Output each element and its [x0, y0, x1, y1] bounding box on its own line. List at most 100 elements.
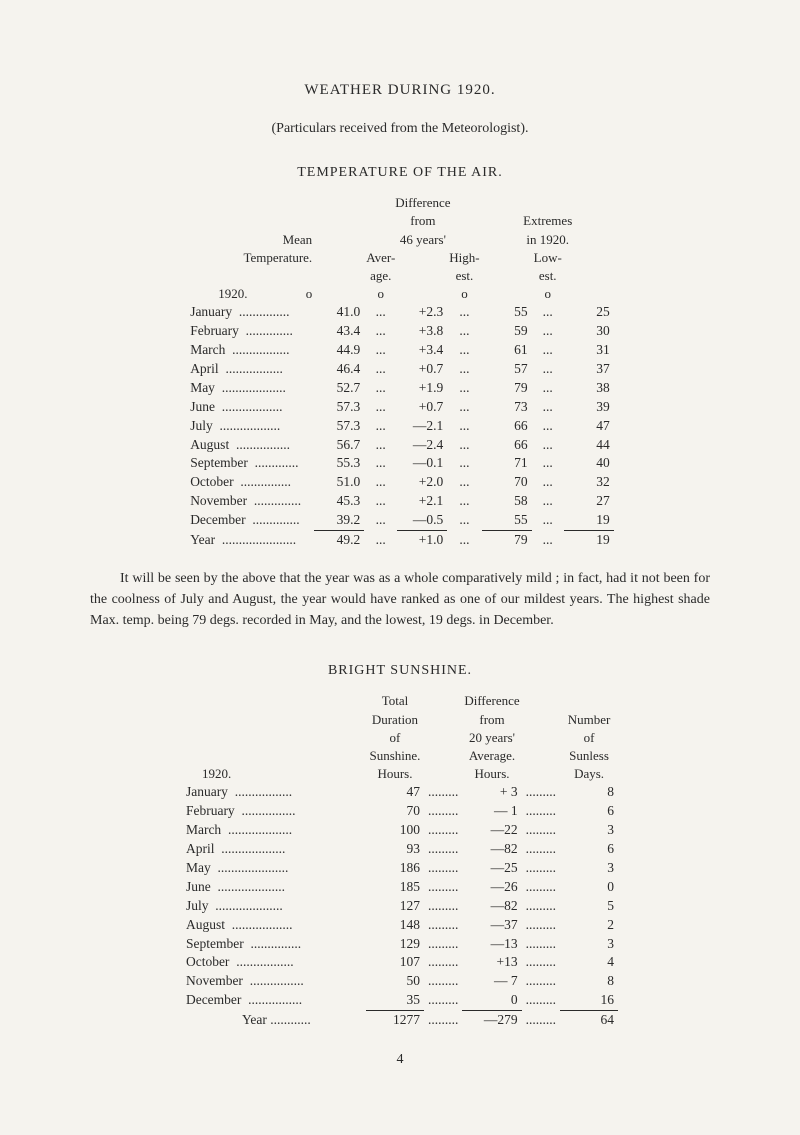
table-row: April ................. 46.4 ... +0.7 ..…	[186, 360, 614, 379]
table-row: November .............. 45.3 ... +2.1 ..…	[186, 492, 614, 511]
month-label: May	[190, 380, 215, 395]
days-val: 3	[560, 859, 618, 878]
days-val: 3	[560, 935, 618, 954]
low-val: 32	[564, 473, 614, 492]
month-label: January	[186, 784, 228, 799]
low-val: 40	[564, 454, 614, 473]
dur-val: 129	[366, 935, 424, 954]
month-label: September	[190, 455, 248, 470]
h2-from: from	[462, 711, 521, 729]
y2-diff: —279	[462, 1011, 521, 1030]
hdr-46years: 46 years'	[364, 231, 481, 249]
diff-val: —0.5	[397, 511, 447, 530]
days-val: 6	[560, 802, 618, 821]
month-label: August	[190, 437, 229, 452]
temperature-table: Difference from Extremes Mean 46 years' …	[186, 194, 614, 550]
hdr-extremes: Extremes	[482, 212, 614, 230]
h2-duration: Duration	[366, 711, 424, 729]
dur-val: 100	[366, 821, 424, 840]
days-val: 6	[560, 840, 618, 859]
h2-difference: Difference	[462, 692, 521, 710]
low-val: 27	[564, 492, 614, 511]
year-label: Year	[190, 532, 215, 547]
low-val: 47	[564, 417, 614, 436]
deg1: o	[306, 285, 313, 303]
mean-val: 52.7	[314, 379, 364, 398]
high-val: 55	[482, 303, 532, 322]
month-label: September	[186, 936, 244, 951]
high-val: 55	[482, 511, 532, 530]
y2-label: Year	[242, 1012, 267, 1027]
month-label: April	[186, 841, 215, 856]
mean-val: 45.3	[314, 492, 364, 511]
diff-val: —2.4	[397, 436, 447, 455]
diff-val: +2.0	[397, 473, 447, 492]
dur-val: 50	[366, 972, 424, 991]
month-label: March	[190, 342, 225, 357]
mean-val: 46.4	[314, 360, 364, 379]
h2-average: Average.	[462, 747, 521, 765]
deg4: o	[532, 285, 564, 303]
table-row: June .................... 185 ......... …	[182, 878, 618, 897]
hdr-temperature: Temperature.	[186, 249, 314, 267]
month-label: August	[186, 917, 225, 932]
year-diff: +1.0	[397, 531, 447, 550]
table-row: February .............. 43.4 ... +3.8 ..…	[186, 322, 614, 341]
diff-val: —2.1	[397, 417, 447, 436]
h2-number: Number	[560, 711, 618, 729]
dur-val: 186	[366, 859, 424, 878]
table-row: November ................ 50 ......... —…	[182, 972, 618, 991]
section1-header: TEMPERATURE OF THE AIR.	[60, 163, 740, 183]
mean-val: 57.3	[314, 398, 364, 417]
y2-days: 64	[560, 1011, 618, 1030]
diff-val: — 1	[462, 802, 521, 821]
subtitle: (Particulars received from the Meteorolo…	[60, 119, 740, 139]
high-val: 57	[482, 360, 532, 379]
table-row: July .................. 57.3 ... —2.1 ..…	[186, 417, 614, 436]
high-val: 61	[482, 341, 532, 360]
month-label: July	[190, 418, 213, 433]
h2-sunshine: Sunshine.	[366, 747, 424, 765]
month-label: November	[186, 973, 243, 988]
dur-val: 93	[366, 840, 424, 859]
diff-val: +2.1	[397, 492, 447, 511]
diff-val: +2.3	[397, 303, 447, 322]
high-val: 58	[482, 492, 532, 511]
sunshine-table: Total Difference Duration from Number of…	[182, 692, 618, 1030]
diff-val: —26	[462, 878, 521, 897]
month-label: February	[190, 323, 239, 338]
month-label: June	[186, 879, 211, 894]
diff-val: — 7	[462, 972, 521, 991]
table-row: August .................. 148 ......... …	[182, 916, 618, 935]
month-label: December	[186, 992, 241, 1007]
h2-hours: Hours.	[366, 765, 424, 783]
diff-val: + 3	[462, 783, 521, 802]
table-row: July .................... 127 ......... …	[182, 897, 618, 916]
diff-val: —0.1	[397, 454, 447, 473]
h2-days: Days.	[560, 765, 618, 783]
diff-val: +0.7	[397, 398, 447, 417]
low-val: 37	[564, 360, 614, 379]
section2-header: BRIGHT SUNSHINE.	[60, 661, 740, 681]
hdr-difference: Difference	[364, 194, 481, 212]
year-row-2: Year ............ 1277 ......... —279 ..…	[182, 1011, 618, 1030]
mean-val: 55.3	[314, 454, 364, 473]
high-val: 66	[482, 436, 532, 455]
mean-val: 57.3	[314, 417, 364, 436]
table-row: February ................ 70 ......... —…	[182, 802, 618, 821]
hdr-mean: Mean	[186, 231, 314, 249]
days-val: 0	[560, 878, 618, 897]
diff-val: —22	[462, 821, 521, 840]
diff-val: 0	[462, 991, 521, 1010]
low-val: 30	[564, 322, 614, 341]
year-row: Year ...................... 49.2 ... +1.…	[186, 531, 614, 550]
days-val: 5	[560, 897, 618, 916]
h2-sunless: Sunless	[560, 747, 618, 765]
table-row: October ................. 107 ......... …	[182, 953, 618, 972]
month-label: March	[186, 822, 221, 837]
diff-val: +3.8	[397, 322, 447, 341]
month-label: July	[186, 898, 209, 913]
hdr-high: High-	[447, 249, 481, 267]
low-val: 44	[564, 436, 614, 455]
year-high: 79	[482, 531, 532, 550]
